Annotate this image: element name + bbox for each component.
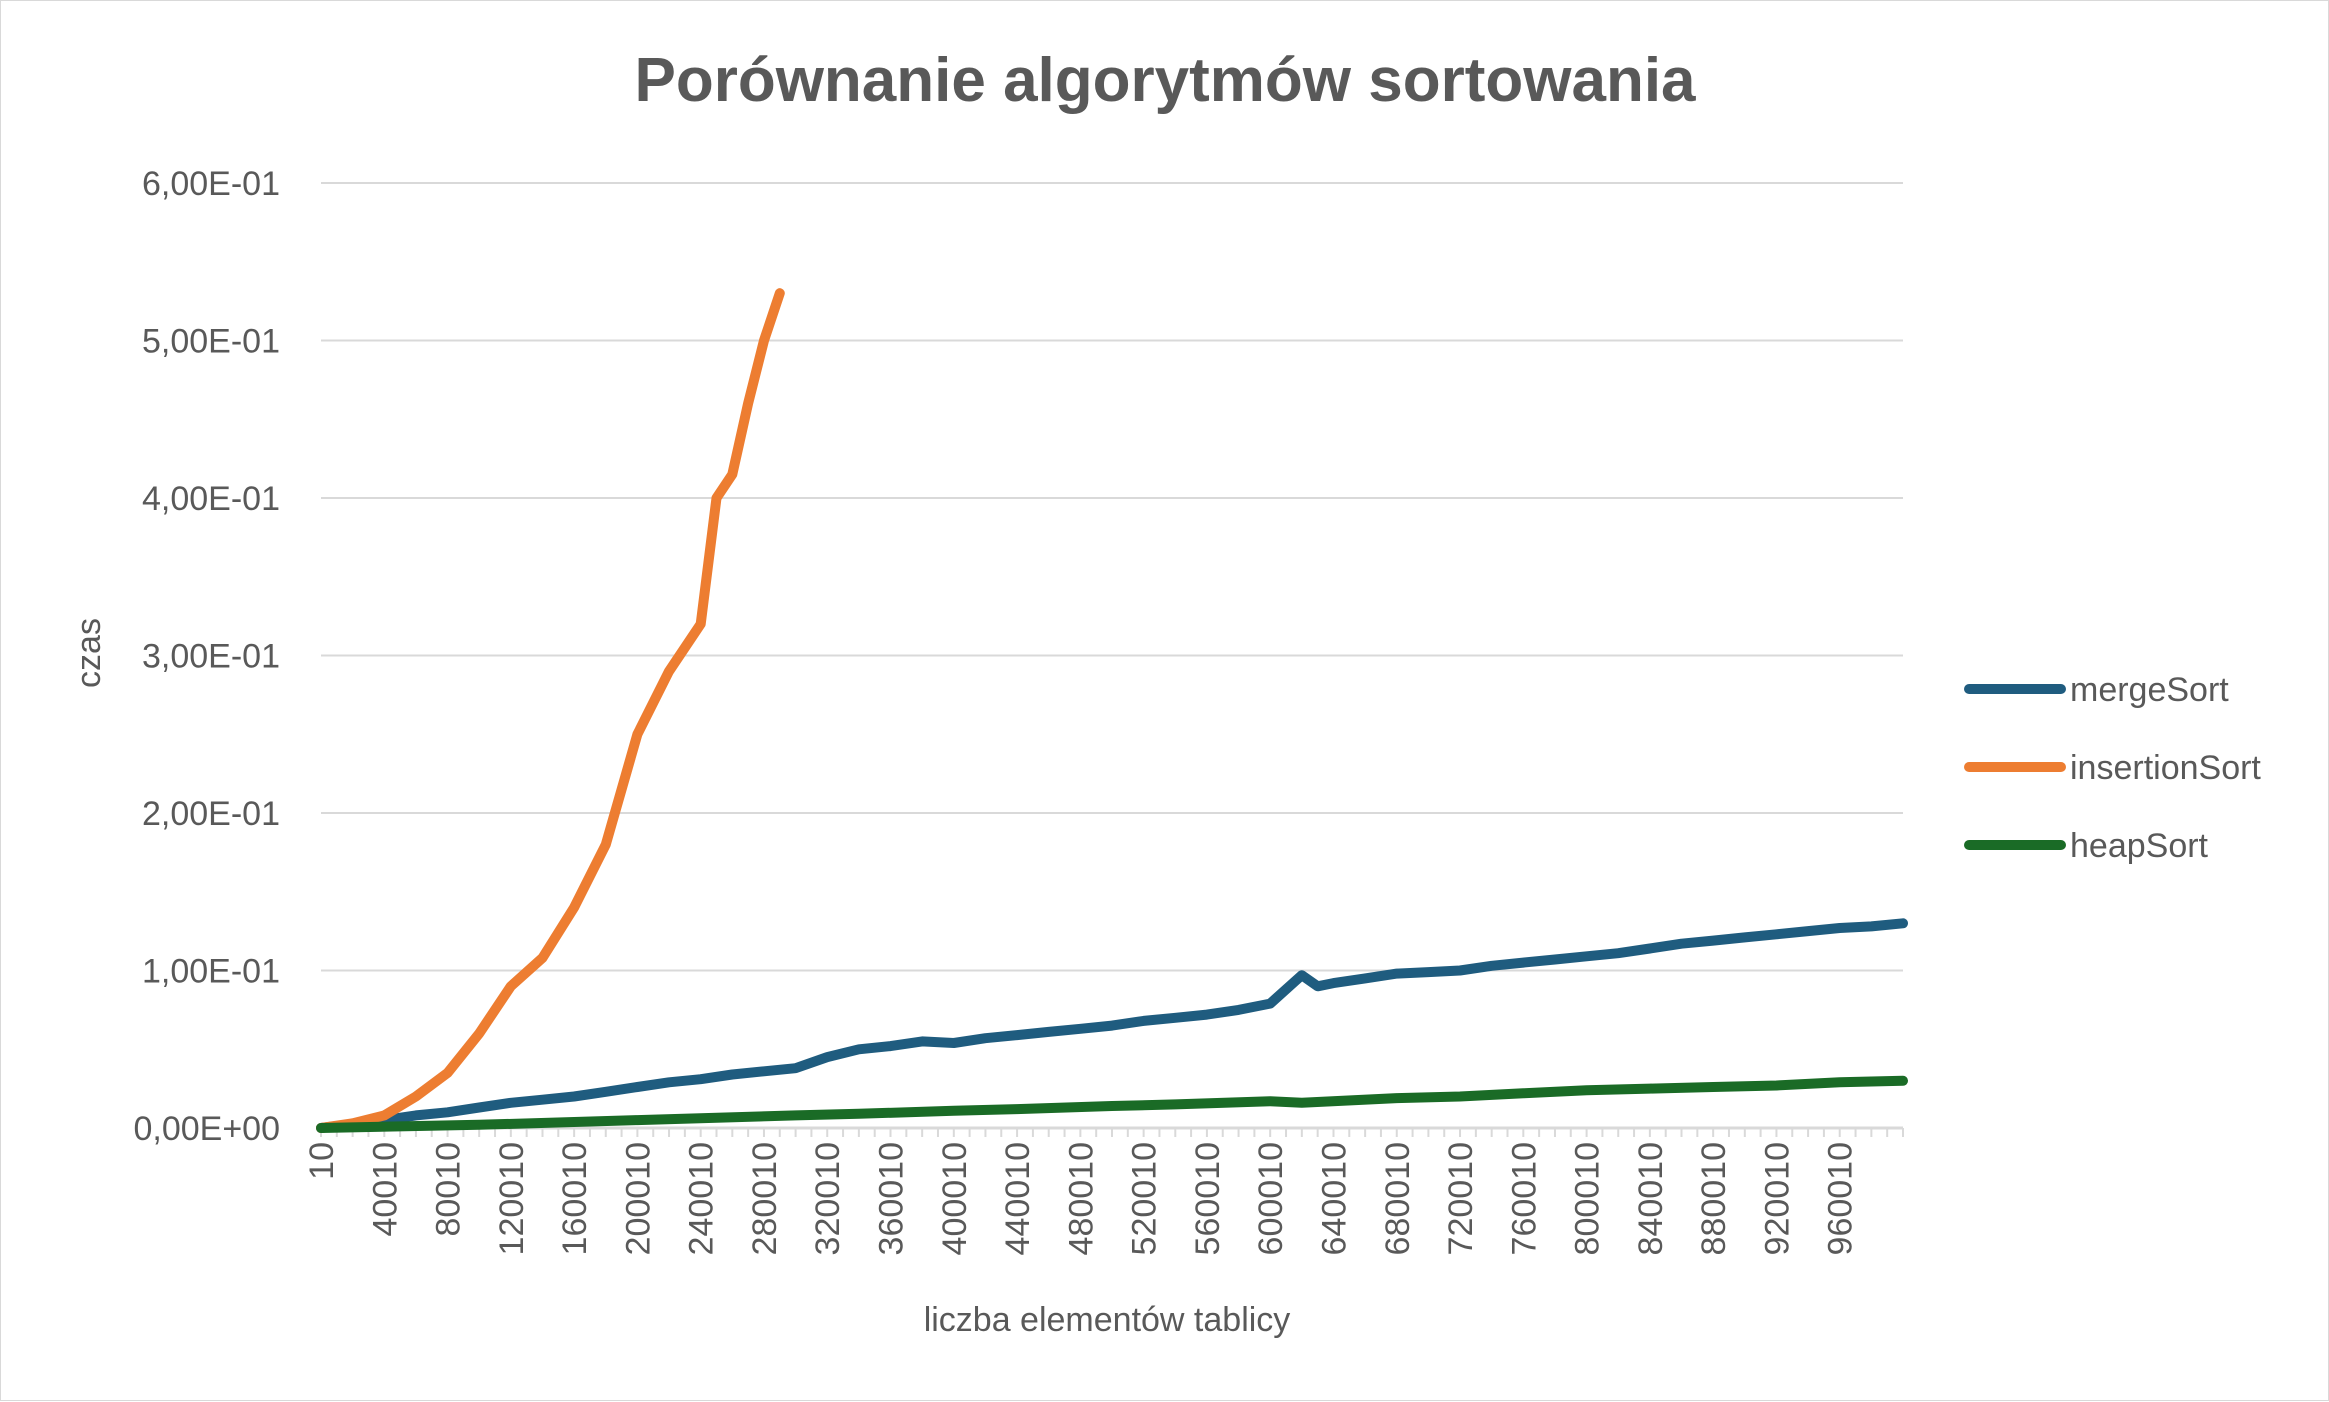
x-tick-label: 360010	[873, 1142, 911, 1255]
x-tick-label: 10	[303, 1142, 341, 1180]
y-tick-label: 5,00E-01	[142, 323, 280, 361]
y-tick-label: 0,00E+00	[133, 1110, 280, 1148]
x-tick-label: 280010	[746, 1142, 784, 1255]
x-tick-label: 880010	[1695, 1142, 1733, 1255]
legend-label-insertionSort: insertionSort	[2070, 749, 2261, 787]
y-tick-label: 2,00E-01	[142, 795, 280, 833]
chart-title: Porównanie algorytmów sortowania	[634, 46, 1696, 115]
x-tick-label: 560010	[1189, 1142, 1227, 1255]
legend-label-heapSort: heapSort	[2070, 827, 2209, 865]
x-tick-label: 160010	[556, 1142, 594, 1255]
x-tick-label: 440010	[999, 1142, 1037, 1255]
x-tick-label: 80010	[430, 1142, 468, 1237]
y-tick-label: 1,00E-01	[142, 953, 280, 991]
x-tick-label: 680010	[1379, 1142, 1417, 1255]
series-line-insertionSort	[316, 288, 785, 1133]
gridlines	[320, 182, 1904, 1137]
x-tick-label: 520010	[1126, 1142, 1164, 1255]
y-tick-label: 4,00E-01	[142, 480, 280, 518]
series-lines	[316, 288, 1908, 1133]
x-tick-label: 320010	[809, 1142, 847, 1255]
x-tick-label: 840010	[1632, 1142, 1670, 1255]
x-tick-label: 640010	[1315, 1142, 1353, 1255]
y-tick-label: 6,00E-01	[142, 165, 280, 203]
y-axis-ticks: 0,00E+00 1,00E-01 2,00E-01 3,00E-01 4,00E-01…	[133, 165, 280, 1148]
x-tick-label: 40010	[366, 1142, 404, 1237]
x-axis-ticks: 10 40010 80010 120010 160010 200010 240010 2800…	[303, 1142, 1860, 1255]
x-tick-label: 600010	[1252, 1142, 1290, 1255]
x-tick-label: 240010	[683, 1142, 721, 1255]
legend: mergeSort insertionSort heapSort	[1964, 671, 2261, 865]
series-line-mergeSort	[316, 918, 1908, 1133]
x-tick-label: 720010	[1442, 1142, 1480, 1255]
x-tick-label: 920010	[1758, 1142, 1796, 1255]
x-axis-title: liczba elementów tablicy	[924, 1301, 1291, 1339]
legend-label-mergeSort: mergeSort	[2070, 671, 2229, 709]
x-tick-label: 200010	[619, 1142, 657, 1255]
x-tick-label: 960010	[1822, 1142, 1860, 1255]
x-tick-label: 800010	[1569, 1142, 1607, 1255]
x-tick-label: 400010	[936, 1142, 974, 1255]
x-tick-label: 760010	[1505, 1142, 1543, 1255]
x-tick-label: 480010	[1062, 1142, 1100, 1255]
x-tick-label: 120010	[493, 1142, 531, 1255]
y-tick-label: 3,00E-01	[142, 638, 280, 676]
y-axis-title: czas	[70, 618, 108, 688]
series-line-heapSort	[316, 1075, 1908, 1133]
